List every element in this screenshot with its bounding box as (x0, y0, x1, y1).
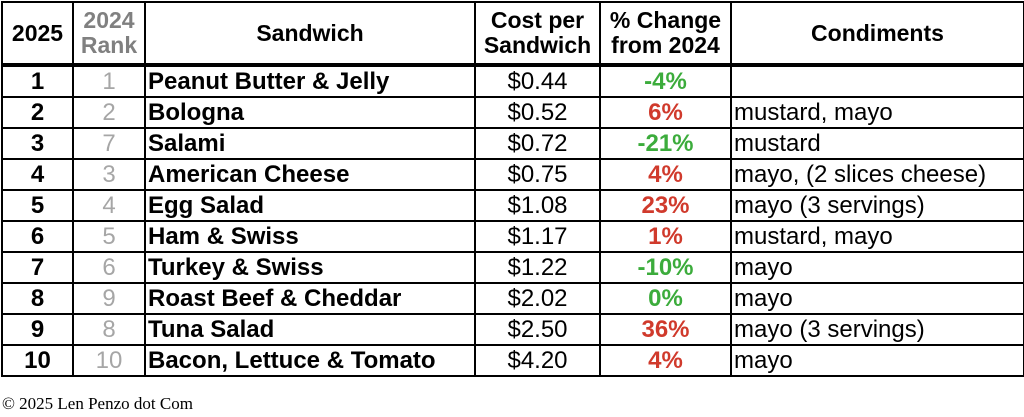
sandwich-name-cell: Tuna Salad (144, 313, 476, 346)
header-2024-rank-line2: Rank (80, 32, 138, 58)
rank-2024-cell: 9 (72, 282, 146, 315)
sandwich-name-cell: Bacon, Lettuce & Tomato (144, 344, 476, 377)
table-header: 2025 2024 Rank Sandwich Cost per Sandwic… (1, 1, 1024, 67)
cost-cell: $0.75 (474, 158, 601, 191)
rank-2025-cell: 4 (1, 158, 74, 191)
condiments-cell: mayo, (2 slices cheese) (730, 158, 1024, 191)
header-condiments-label: Condiments (811, 19, 944, 46)
table-row: 7 6 Turkey & Swiss $1.22 -10% mayo (1, 251, 1024, 284)
header-2025-rank: 2025 (1, 1, 74, 67)
header-sandwich-label: Sandwich (256, 19, 364, 46)
rank-2025-cell: 8 (1, 282, 74, 315)
percent-change-cell: 0% (599, 282, 732, 315)
header-cost-line2: Sandwich (483, 32, 592, 58)
header-2025-rank-label: 2025 (11, 19, 64, 46)
percent-change-cell: -4% (599, 64, 732, 98)
condiments-cell: mayo (3 servings) (730, 189, 1024, 222)
sandwich-name-cell: Bologna (144, 96, 476, 129)
table-row: 6 5 Ham & Swiss $1.17 1% mustard, mayo (1, 220, 1024, 253)
condiments-cell: mayo (730, 251, 1024, 284)
cost-cell: $1.17 (474, 220, 601, 253)
rank-2025-cell: 2 (1, 96, 74, 129)
sandwich-name-cell: Ham & Swiss (144, 220, 476, 253)
condiments-cell: mustard, mayo (730, 96, 1024, 129)
rank-2025-cell: 9 (1, 313, 74, 346)
table-row: 1 1 Peanut Butter & Jelly $0.44 -4% (1, 64, 1024, 98)
condiments-cell: mayo (730, 282, 1024, 315)
table-row: 5 4 Egg Salad $1.08 23% mayo (3 servings) (1, 189, 1024, 222)
rank-2024-cell: 7 (72, 127, 146, 160)
condiments-cell: mustard, mayo (730, 220, 1024, 253)
header-change-line1: % Change (609, 7, 722, 33)
cost-cell: $1.08 (474, 189, 601, 222)
sandwich-name-cell: Roast Beef & Cheddar (144, 282, 476, 315)
rank-2025-cell: 1 (1, 64, 74, 98)
sandwich-name-cell: Peanut Butter & Jelly (144, 64, 476, 98)
table-row: 9 8 Tuna Salad $2.50 36% mayo (3 servings) (1, 313, 1024, 346)
cost-cell: $0.44 (474, 64, 601, 98)
condiments-cell: mustard (730, 127, 1024, 160)
percent-change-cell: -10% (599, 251, 732, 284)
rank-2025-cell: 3 (1, 127, 74, 160)
table-row: 4 3 American Cheese $0.75 4% mayo, (2 slices … (1, 158, 1024, 191)
rank-2024-cell: 3 (72, 158, 146, 191)
rank-2025-cell: 6 (1, 220, 74, 253)
cost-cell: $0.72 (474, 127, 601, 160)
sandwich-cost-table: 2025 2024 Rank Sandwich Cost per Sandwic… (1, 1, 1024, 377)
condiments-cell: mayo (3 servings) (730, 313, 1024, 346)
header-row: 2025 2024 Rank Sandwich Cost per Sandwic… (1, 1, 1024, 67)
cost-cell: $2.50 (474, 313, 601, 346)
rank-2025-cell: 5 (1, 189, 74, 222)
rank-2024-cell: 1 (72, 64, 146, 98)
header-2024-rank-line1: 2024 (83, 7, 135, 33)
cost-cell: $4.20 (474, 344, 601, 377)
rank-2024-cell: 8 (72, 313, 146, 346)
percent-change-cell: 1% (599, 220, 732, 253)
rank-2025-cell: 7 (1, 251, 74, 284)
header-cost: Cost per Sandwich (474, 1, 601, 67)
rank-2024-cell: 5 (72, 220, 146, 253)
header-change-line2: from 2024 (611, 32, 720, 58)
header-change: % Change from 2024 (599, 1, 732, 67)
rank-2024-cell: 6 (72, 251, 146, 284)
cost-cell: $1.22 (474, 251, 601, 284)
rank-2024-cell: 10 (72, 344, 146, 377)
table-row: 8 9 Roast Beef & Cheddar $2.02 0% mayo (1, 282, 1024, 315)
percent-change-cell: 4% (599, 158, 732, 191)
sandwich-name-cell: Egg Salad (144, 189, 476, 222)
rank-2024-cell: 2 (72, 96, 146, 129)
condiments-cell (730, 64, 1024, 98)
header-condiments: Condiments (730, 1, 1024, 67)
condiments-cell: mayo (730, 344, 1024, 377)
copyright-notice: © 2025 Len Penzo dot Com (2, 394, 193, 413)
percent-change-cell: 36% (599, 313, 732, 346)
rank-2024-cell: 4 (72, 189, 146, 222)
percent-change-cell: 6% (599, 96, 732, 129)
percent-change-cell: 4% (599, 344, 732, 377)
header-sandwich: Sandwich (144, 1, 476, 67)
sandwich-name-cell: American Cheese (144, 158, 476, 191)
header-cost-line1: Cost per (490, 7, 585, 33)
sandwich-name-cell: Turkey & Swiss (144, 251, 476, 284)
table-row: 3 7 Salami $0.72 -21% mustard (1, 127, 1024, 160)
cost-cell: $2.02 (474, 282, 601, 315)
table-row: 10 10 Bacon, Lettuce & Tomato $4.20 4% mayo (1, 344, 1024, 377)
cost-cell: $0.52 (474, 96, 601, 129)
percent-change-cell: -21% (599, 127, 732, 160)
sandwich-name-cell: Salami (144, 127, 476, 160)
table-body: 1 1 Peanut Butter & Jelly $0.44 -4% 2 2 Bologna… (1, 64, 1024, 377)
percent-change-cell: 23% (599, 189, 732, 222)
rank-2025-cell: 10 (1, 344, 74, 377)
table-row: 2 2 Bologna $0.52 6% mustard, mayo (1, 96, 1024, 129)
header-2024-rank: 2024 Rank (72, 1, 146, 67)
